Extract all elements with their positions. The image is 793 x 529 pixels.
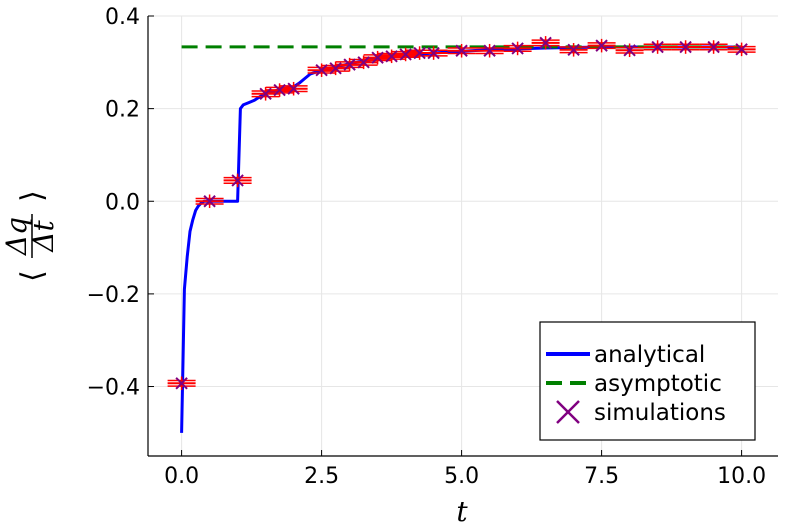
axes [147, 15, 778, 457]
simulation-marker-stroke-b-16 [483, 44, 496, 57]
simulation-marker-stroke-b-20 [595, 39, 608, 52]
simulation-marker-24 [707, 40, 720, 54]
grid [148, 15, 778, 456]
y-axis-title-numerator: Δq [0, 217, 33, 256]
legend-label-simulations: simulations [594, 400, 726, 426]
simulation-marker-stroke-b-11 [385, 50, 398, 63]
simulation-marker-2 [231, 174, 244, 187]
y-tick-label-1: −0.2 [87, 283, 140, 308]
simulation-marker-5 [287, 82, 300, 95]
y-axis-title-right-bracket: ⟩ [15, 190, 50, 202]
simulation-marker-22 [651, 40, 664, 54]
simulation-marker-0 [175, 377, 188, 390]
simulation-marker-7 [329, 62, 342, 75]
simulation-marker-stroke-b-8 [343, 58, 356, 71]
legend: analytical asymptotic simulations [539, 321, 756, 441]
y-axis-title: ⟨ Δq Δt ⟩ [0, 190, 60, 282]
simulation-marker-20 [595, 39, 608, 52]
simulation-marker-9 [357, 56, 370, 69]
x-tick-label-0: 0.0 [164, 464, 199, 489]
simulation-marker-stroke-b-21 [623, 44, 636, 57]
simulation-marker-stroke-b-5 [287, 82, 300, 95]
simulation-marker-stroke-b-24 [707, 40, 720, 54]
simulation-marker-stroke-b-3 [259, 87, 272, 101]
simulation-marker-stroke-b-18 [539, 36, 552, 50]
x-tick-label-3: 7.5 [584, 464, 619, 489]
simulation-marker-15 [455, 44, 468, 57]
legend-swatch-simulations-stroke-b [556, 400, 580, 424]
x-tick-label-1: 2.5 [304, 464, 339, 489]
legend-label-analytical: analytical [594, 342, 705, 368]
legend-label-asymptotic: asymptotic [594, 371, 722, 397]
y-tick-label-0: −0.4 [87, 376, 140, 401]
simulation-marker-stroke-b-12 [399, 48, 412, 61]
legend-swatch-simulations [556, 400, 580, 424]
x-axis-title: t [456, 495, 468, 528]
simulation-marker-stroke-b-17 [511, 42, 524, 55]
simulation-marker-12 [399, 48, 412, 61]
simulation-marker-6 [315, 63, 328, 77]
y-tick-label-2: 0.0 [105, 190, 140, 215]
y-axis-title-left-bracket: ⟨ [15, 270, 50, 282]
simulation-markers [175, 36, 748, 390]
simulation-marker-8 [343, 58, 356, 71]
x-tick-label-2: 5.0 [444, 464, 479, 489]
simulation-marker-14 [427, 46, 440, 60]
simulation-marker-21 [623, 44, 636, 57]
y-axis-title-denominator: Δt [27, 220, 60, 253]
simulation-marker-stroke-b-15 [455, 44, 468, 57]
x-tick-label-4: 10.0 [717, 464, 766, 489]
simulation-marker-stroke-b-13 [413, 46, 426, 60]
simulation-marker-stroke-b-14 [427, 46, 440, 60]
simulation-marker-stroke-b-1 [203, 195, 216, 208]
simulation-marker-3 [259, 87, 272, 101]
simulation-marker-stroke-b-25 [735, 43, 748, 56]
simulation-marker-stroke-b-23 [679, 40, 692, 54]
simulation-marker-stroke-b-6 [315, 63, 328, 77]
simulation-marker-4 [273, 83, 286, 97]
simulation-marker-stroke-b-10 [371, 51, 384, 64]
simulation-marker-11 [385, 50, 398, 63]
simulation-marker-19 [567, 43, 580, 57]
simulation-marker-stroke-b-0 [175, 377, 188, 390]
simulation-marker-25 [735, 43, 748, 56]
simulation-marker-13 [413, 46, 426, 60]
simulation-marker-18 [539, 36, 552, 50]
simulation-marker-stroke-b-9 [357, 56, 370, 69]
simulation-marker-23 [679, 40, 692, 54]
simulation-marker-stroke-b-22 [651, 40, 664, 54]
simulation-marker-17 [511, 42, 524, 55]
simulation-marker-stroke-b-4 [273, 83, 286, 97]
simulation-marker-1 [203, 195, 216, 208]
y-tick-label-4: 0.4 [105, 5, 140, 30]
simulation-marker-stroke-b-19 [567, 43, 580, 57]
tick-labels: 0.0 2.5 5.0 7.5 10.0 −0.4 −0.2 0.0 0.2 0.4 [87, 5, 767, 489]
simulation-marker-stroke-b-2 [231, 174, 244, 187]
simulation-marker-10 [371, 51, 384, 64]
simulation-marker-16 [483, 44, 496, 57]
y-tick-label-3: 0.2 [105, 98, 140, 123]
simulation-marker-stroke-b-7 [329, 62, 342, 75]
